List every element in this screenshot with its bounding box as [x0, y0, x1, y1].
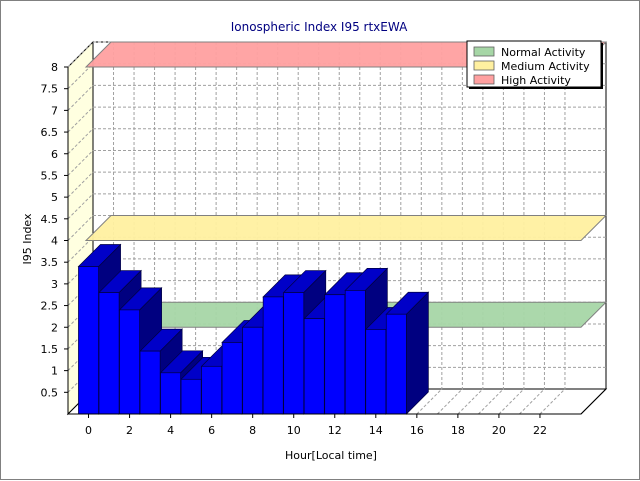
grid-line-x-floor: [457, 388, 484, 415]
x-tick-label: 0: [85, 424, 92, 437]
y-tick-label: 4: [51, 235, 58, 248]
bar-front: [283, 292, 305, 415]
grid-line-x-floor: [478, 388, 504, 415]
grid-line-x-floor: [416, 388, 443, 415]
y-tick-label: 5.5: [41, 169, 59, 182]
x-tick-label: 22: [533, 424, 547, 437]
y-tick-label: 5: [51, 191, 58, 204]
legend-label: High Activity: [501, 74, 571, 87]
x-tick-label: 14: [369, 424, 383, 437]
grid-line-y-side: [67, 106, 94, 133]
y-tick-label: 1.5: [41, 343, 59, 356]
grid-line-y-side: [67, 236, 94, 263]
x-tick-label: 2: [126, 424, 133, 437]
x-axis-label: Hour[Local time]: [285, 449, 377, 462]
grid-line-y-side: [67, 215, 94, 241]
y-tick-label: 3.5: [41, 256, 59, 269]
legend-label: Medium Activity: [501, 60, 590, 73]
y-tick-label: 0.5: [41, 386, 59, 399]
bar-front: [180, 378, 202, 415]
y-tick-label: 1: [51, 365, 58, 378]
grid-line-x-floor: [498, 388, 525, 415]
bar-front: [303, 318, 325, 415]
bar-front: [344, 290, 366, 415]
grid-line-y-side: [67, 63, 94, 90]
y-tick-label: 6.5: [41, 126, 59, 139]
bar-front: [385, 313, 407, 415]
y-tick-label: 6: [51, 148, 58, 161]
legend-swatch: [473, 46, 495, 57]
x-tick-label: 6: [208, 424, 215, 437]
grid-line-x-floor: [519, 388, 545, 415]
x-tick-label: 16: [410, 424, 424, 437]
y-tick-label: 2.5: [41, 300, 59, 313]
bar-front: [119, 309, 140, 415]
bar-front: [221, 342, 243, 415]
bar-front: [324, 294, 346, 415]
x-tick-label: 4: [167, 424, 174, 437]
bar-front: [262, 296, 284, 415]
x-tick-label: 18: [451, 424, 465, 437]
y-tick-label: 4.5: [41, 213, 59, 226]
y-tick-label: 2: [51, 321, 58, 334]
grid-line-x-floor: [539, 388, 566, 415]
y-axis-label: I95 Index: [21, 213, 34, 265]
grid-line-y-side: [67, 171, 94, 198]
bar-front: [201, 365, 223, 415]
x-tick-label: 12: [328, 424, 342, 437]
bar-front: [139, 350, 161, 415]
grid-line-y-side: [67, 85, 94, 111]
y-tick-label: 7: [51, 104, 58, 117]
grid-line-y-side: [67, 41, 94, 68]
chart-title: Ionospheric Index I95 rtxEWA: [231, 20, 408, 34]
legend-swatch: [473, 60, 495, 71]
y-tick-label: 3: [51, 278, 58, 291]
x-tick-label: 20: [492, 424, 506, 437]
floor-edge: [580, 388, 607, 415]
x-tick-label: 10: [287, 424, 301, 437]
bar-front: [160, 372, 182, 415]
bar: [385, 291, 430, 415]
grid-line-y-side: [67, 193, 94, 220]
y-tick-label: 8: [51, 61, 58, 74]
bar-front: [242, 326, 264, 415]
grid-line-y-side: [67, 128, 94, 155]
grid-line-y-side: [67, 150, 94, 176]
grid-line-x-floor: [437, 388, 463, 415]
bar-front: [78, 266, 99, 415]
legend-label: Normal Activity: [501, 46, 586, 59]
y-tick-label: 7.5: [41, 83, 59, 96]
x-tick-label: 8: [249, 424, 256, 437]
bar-front: [365, 329, 387, 415]
legend-swatch: [473, 74, 495, 85]
threshold-band-1: [84, 215, 608, 241]
bar-front: [98, 292, 120, 415]
